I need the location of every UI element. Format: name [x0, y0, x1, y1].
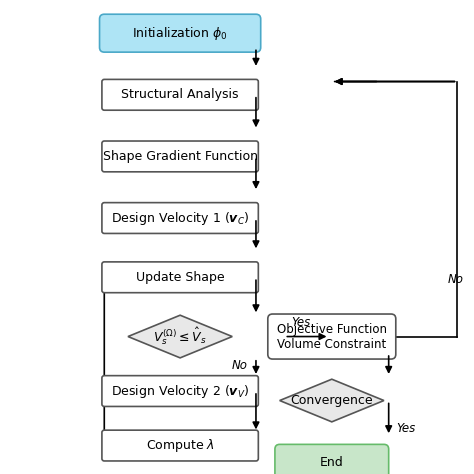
Text: Shape Gradient Function: Shape Gradient Function: [102, 150, 258, 163]
FancyBboxPatch shape: [102, 79, 258, 110]
FancyBboxPatch shape: [100, 14, 261, 52]
Text: Initialization $\phi_0$: Initialization $\phi_0$: [132, 25, 228, 42]
FancyBboxPatch shape: [102, 262, 258, 293]
Text: End: End: [320, 456, 344, 469]
Text: Structural Analysis: Structural Analysis: [121, 88, 239, 101]
FancyBboxPatch shape: [102, 375, 258, 407]
FancyBboxPatch shape: [102, 430, 258, 461]
FancyBboxPatch shape: [102, 203, 258, 233]
Text: Yes: Yes: [292, 317, 310, 329]
Polygon shape: [128, 315, 232, 358]
Text: Design Velocity 2 ($\boldsymbol{v}_V$): Design Velocity 2 ($\boldsymbol{v}_V$): [111, 383, 249, 400]
Text: Convergence: Convergence: [291, 394, 373, 407]
Text: Yes: Yes: [396, 422, 415, 436]
Text: Objective Function
Volume Constraint: Objective Function Volume Constraint: [277, 322, 387, 351]
FancyBboxPatch shape: [275, 445, 389, 474]
Text: $V_s^{(\Omega)} \leq \hat{V}_s$: $V_s^{(\Omega)} \leq \hat{V}_s$: [153, 326, 207, 347]
Text: Update Shape: Update Shape: [136, 271, 224, 284]
Text: No: No: [448, 273, 464, 286]
FancyBboxPatch shape: [102, 141, 258, 172]
Text: Design Velocity 1 ($\boldsymbol{v}_C$): Design Velocity 1 ($\boldsymbol{v}_C$): [111, 210, 249, 227]
Text: Compute $\lambda$: Compute $\lambda$: [146, 437, 215, 454]
FancyBboxPatch shape: [268, 314, 396, 359]
Text: No: No: [231, 359, 247, 373]
Polygon shape: [280, 379, 384, 422]
